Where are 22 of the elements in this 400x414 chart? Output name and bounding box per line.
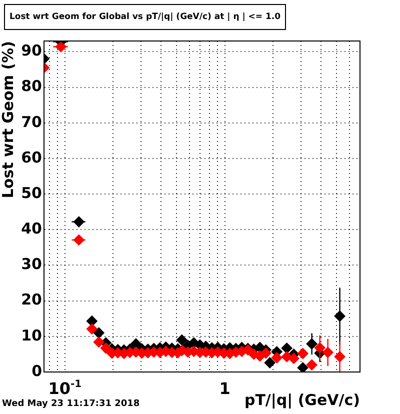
y-tick-label: 50 — [21, 184, 42, 202]
point — [93, 336, 104, 348]
text: Wed May 23 11:17:31 2018 — [2, 399, 140, 409]
y-tick-label: 40 — [21, 220, 42, 238]
x-tick-label: 1 — [219, 379, 230, 398]
y-tick-label: 90 — [21, 42, 42, 60]
chart-title: Lost wrt Geom for Global vs pT/|q| (GeV/c) at | η | <= 1.0 — [4, 4, 286, 30]
point — [260, 348, 272, 359]
x-axis-title: pT/|q| (GeV/c) — [244, 390, 360, 409]
y-tick-label: 60 — [21, 148, 42, 166]
y-tick-label: 80 — [21, 77, 42, 96]
y-tick-label: 20 — [21, 290, 42, 309]
y-tick-label: 70 — [21, 112, 42, 131]
y-axis-title: Lost wrt Geom (%) — [0, 41, 17, 198]
point — [100, 342, 112, 354]
point — [176, 334, 188, 346]
point — [93, 327, 104, 338]
point — [130, 338, 142, 350]
y-tick-label: 10 — [21, 326, 42, 344]
point — [264, 357, 276, 368]
y-tick-label: 30 — [21, 255, 42, 274]
y-tick-label: 0 — [32, 362, 42, 380]
